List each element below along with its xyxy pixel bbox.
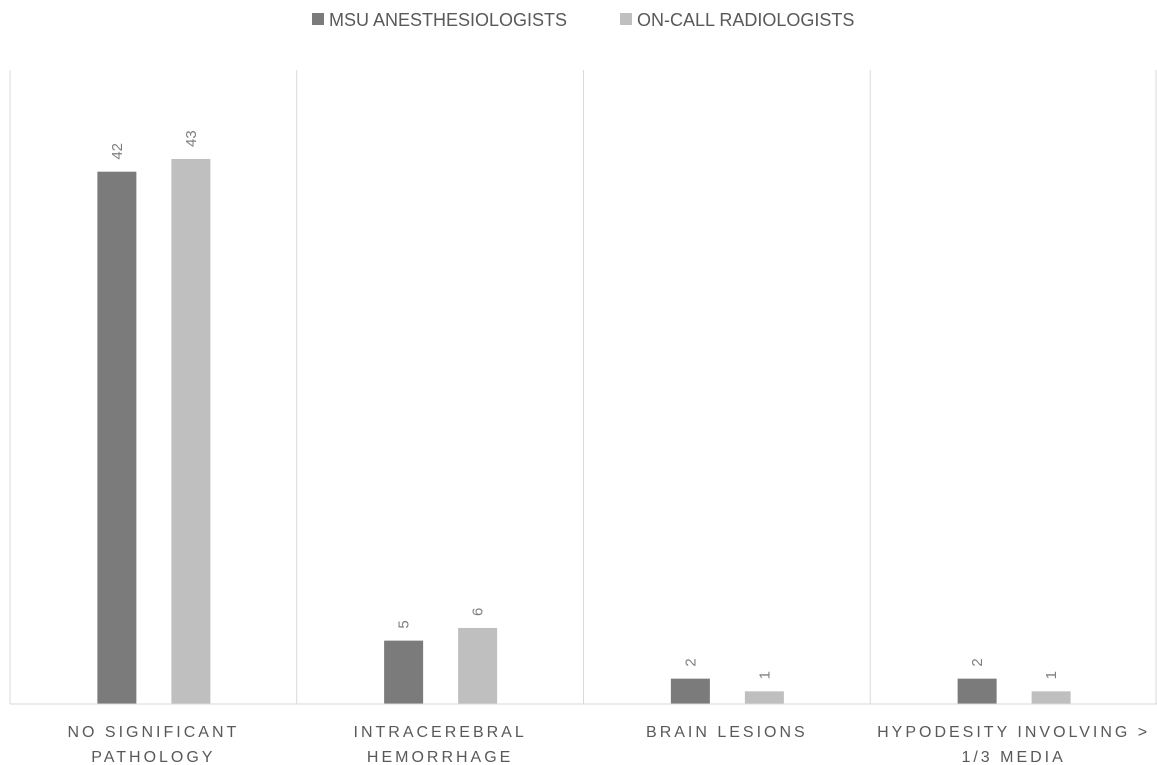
category-label-2-line-1: INTRACEREBRAL — [354, 724, 527, 741]
category-label-4-line-2: 1/3 MEDIA — [961, 749, 1065, 765]
category-label-1-line-2: PATHOLOGY — [91, 749, 215, 765]
data-label-1-3: 2 — [682, 658, 699, 666]
bar-1-2 — [384, 640, 424, 704]
bar-2-2 — [458, 627, 498, 704]
data-label-2-3: 1 — [756, 671, 773, 679]
data-label-1-2: 5 — [396, 620, 413, 628]
bar-2-3 — [744, 691, 784, 704]
category-label-3-line-1: BRAIN LESIONS — [646, 724, 808, 741]
bar-1-1 — [97, 171, 137, 704]
category-label-4-line-1: HYPODESITY INVOLVING > — [877, 724, 1150, 741]
legend-label-1: MSU ANESTHESIOLOGISTS — [329, 10, 567, 30]
bar-1-4 — [957, 678, 997, 704]
legend: MSU ANESTHESIOLOGISTS ON-CALL RADIOLOGIST… — [312, 10, 854, 30]
data-label-2-4: 1 — [1043, 671, 1060, 679]
legend-swatch-2 — [620, 13, 632, 25]
legend-label-2: ON-CALL RADIOLOGISTS — [637, 10, 854, 30]
legend-swatch-1 — [312, 13, 324, 25]
data-label-1-1: 42 — [109, 143, 126, 160]
category-label-2-line-2: HEMORRHAGE — [367, 749, 513, 765]
data-label-2-2: 6 — [470, 608, 487, 616]
data-label-2-1: 43 — [183, 130, 200, 147]
category-separators — [9, 70, 1157, 704]
bar-1-3 — [670, 678, 710, 704]
bar-2-1 — [171, 159, 211, 704]
category-labels: NO SIGNIFICANT PATHOLOGY INTRACEREBRAL HEMO… — [67, 724, 1150, 765]
bars — [97, 159, 1071, 704]
category-label-1-line-1: NO SIGNIFICANT — [67, 724, 239, 741]
data-labels: 42 43 5 6 2 1 2 1 — [109, 130, 1060, 679]
data-label-1-4: 2 — [969, 658, 986, 666]
bar-2-4 — [1031, 691, 1071, 704]
